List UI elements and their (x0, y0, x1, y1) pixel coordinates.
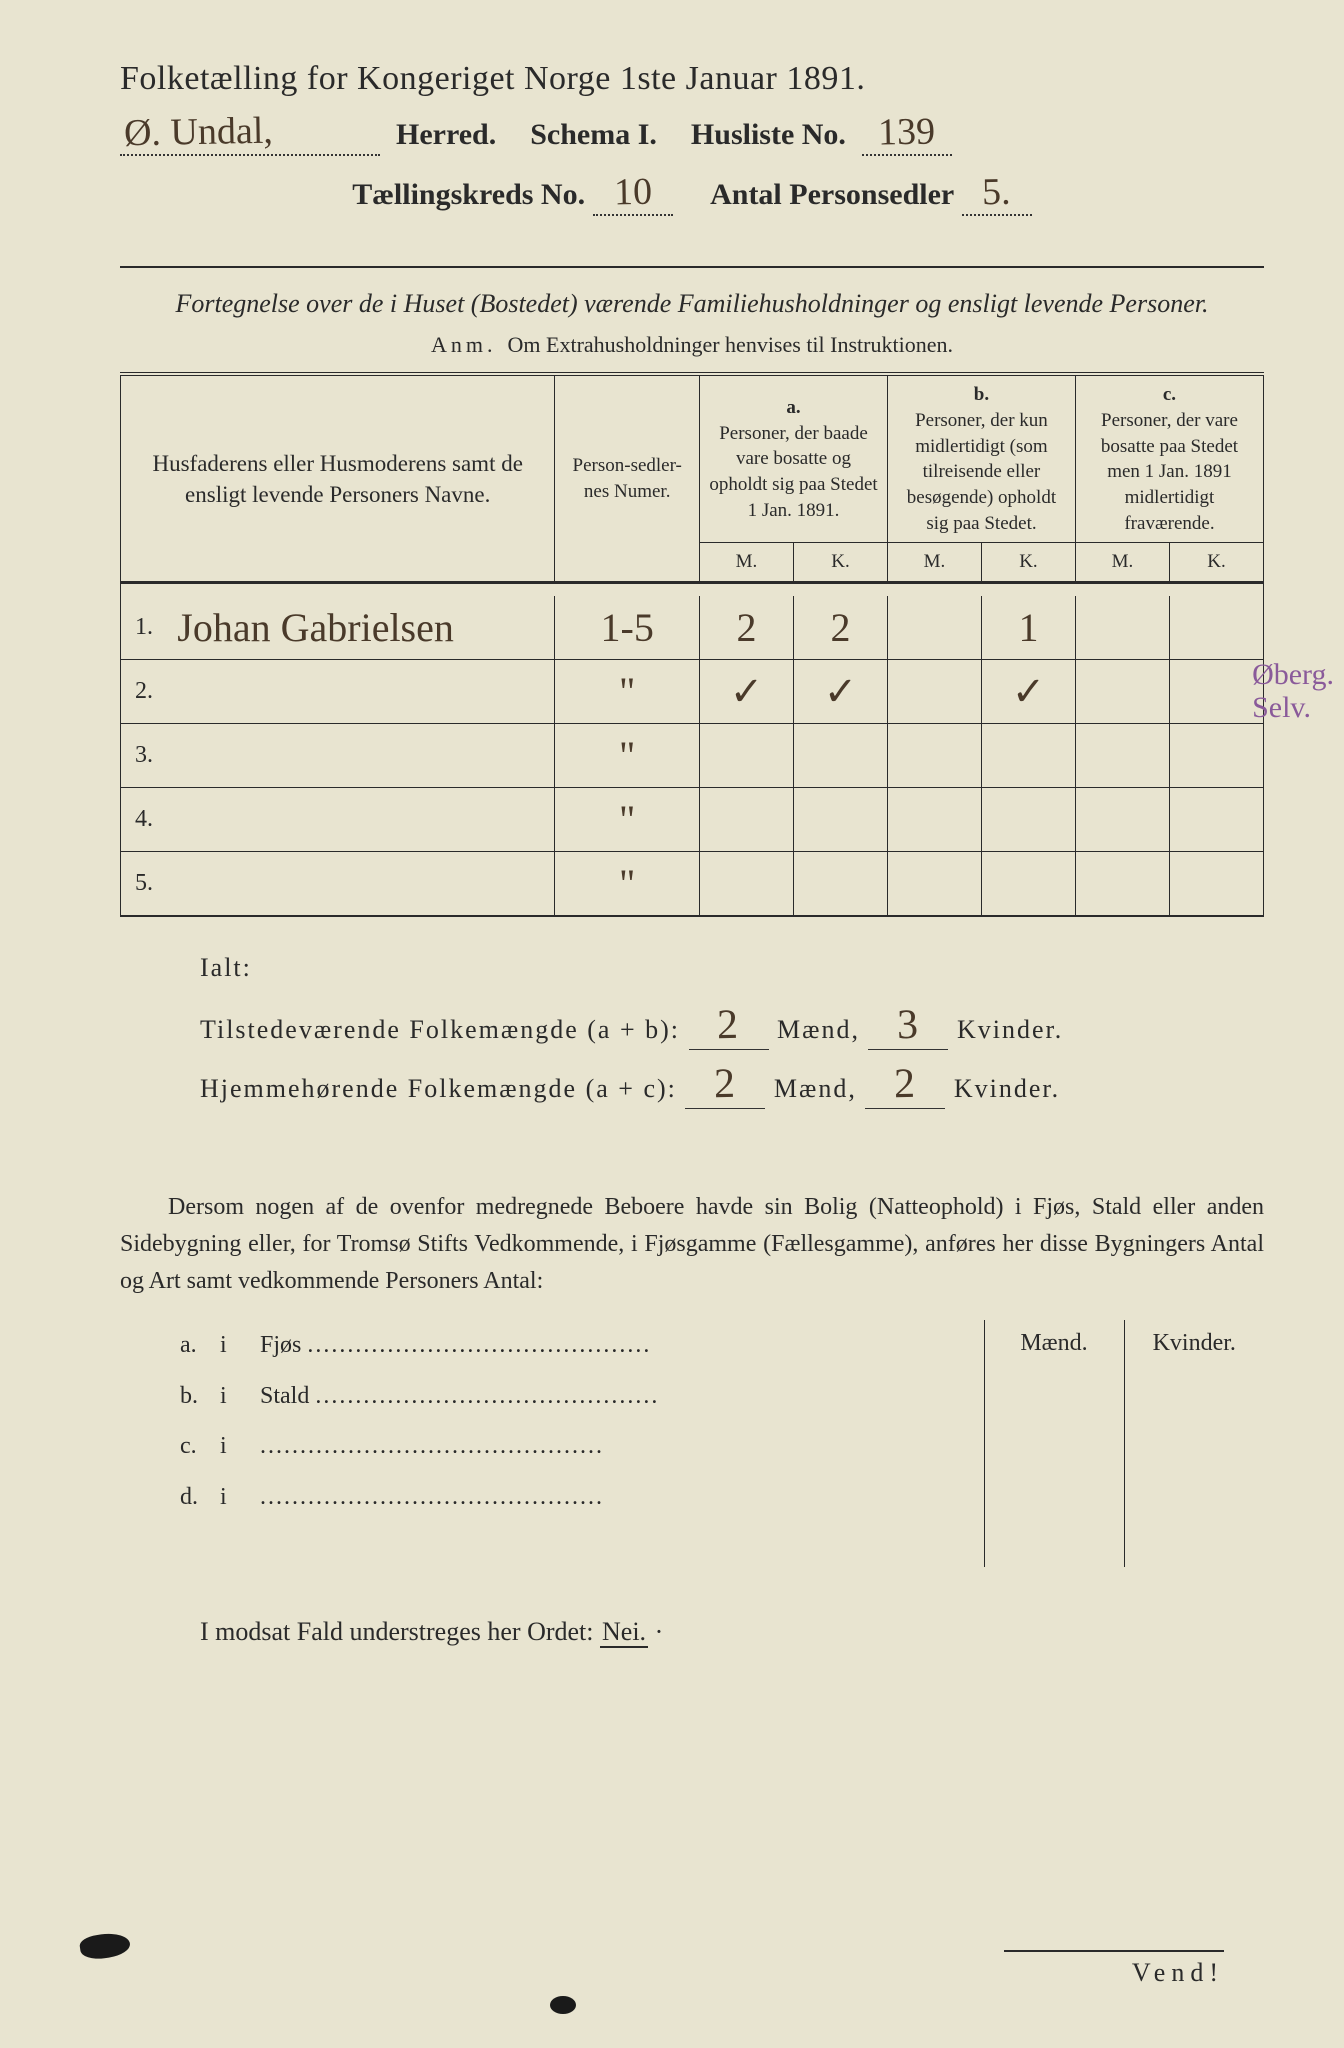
header-line-kreds: Tællingskreds No. 10 Antal Personsedler … (120, 170, 1264, 216)
ialt-label: Ialt: (200, 953, 1264, 983)
table-row: 2."✓✓✓ (121, 660, 1264, 724)
vend-label: Vend! (1004, 1950, 1224, 1988)
kreds-label: Tællingskreds No. (352, 178, 585, 211)
col-c-k: K. (1169, 543, 1263, 583)
nei-word: Nei. (600, 1617, 648, 1648)
present-men: 2 (717, 1001, 741, 1049)
sidebygning-row: d.i (180, 1472, 954, 1522)
table-row: 1.Johan Gabrielsen1-5221 (121, 596, 1264, 660)
form-subtitle: Fortegnelse over de i Huset (Bostedet) v… (120, 286, 1264, 322)
totals-row-present: Tilstedeværende Folkemængde (a + b): 2 M… (200, 1001, 1264, 1050)
antal-value: 5. (982, 170, 1011, 214)
col-a-k: K. (793, 543, 887, 583)
divider (120, 266, 1264, 268)
header-line-herred: Ø. Undal, Herred. Schema I. Husliste No.… (120, 110, 1264, 156)
col-b-m: M. (887, 543, 981, 583)
anm-label: Anm. (431, 332, 497, 357)
sidebygning-paragraph: Dersom nogen af de ovenfor medregnede Be… (120, 1189, 1264, 1301)
resident-men: 2 (713, 1060, 737, 1108)
col-header-num: Person-sedler-nes Numer. (555, 374, 700, 582)
table-row: 4." (121, 788, 1264, 852)
table-row: 3." (121, 724, 1264, 788)
margin-note-line2: Selv. (1252, 691, 1334, 724)
table-row: 5." (121, 852, 1264, 916)
sidebygning-row: a.iFjøs (180, 1320, 954, 1370)
col-a-m: M. (700, 543, 794, 583)
col-b-k: K. (981, 543, 1075, 583)
herred-value: Ø. Undal, (124, 109, 274, 156)
row-name: Johan Gabrielsen (177, 605, 454, 650)
census-form-page: Folketælling for Kongeriget Norge 1ste J… (120, 60, 1264, 2008)
anm-text: Om Extrahusholdninger henvises til Instr… (508, 332, 953, 357)
sidebygning-row: b.iStald (180, 1371, 954, 1421)
totals-row-resident: Hjemmehørende Folkemængde (a + c): 2 Mæn… (200, 1060, 1264, 1109)
household-table: Husfaderens eller Husmoderens samt de en… (120, 372, 1264, 916)
husliste-value: 139 (878, 110, 936, 155)
page-title: Folketælling for Kongeriget Norge 1ste J… (120, 60, 1264, 98)
sidebygning-row: c.i (180, 1421, 954, 1471)
col-c-m: M. (1075, 543, 1169, 583)
paper-tear (79, 1931, 132, 1962)
sidebygning-table: a.iFjøs b.iStald c.id.i Mænd. Kvinder. (120, 1320, 1264, 1567)
col-header-b: b. Personer, der kun midlertidigt (som t… (887, 374, 1075, 542)
antal-label: Antal Personsedler (710, 178, 954, 211)
col-header-name: Husfaderens eller Husmoderens samt de en… (121, 374, 555, 582)
schema-label: Schema I. (530, 118, 657, 152)
resident-women: 2 (893, 1060, 917, 1108)
totals-block: Ialt: Tilstedeværende Folkemængde (a + b… (120, 953, 1264, 1109)
col-header-c: c. Personer, der vare bosatte paa Stedet… (1075, 374, 1263, 542)
kreds-value: 10 (613, 170, 652, 215)
mk-header-m: Mænd. (984, 1320, 1124, 1367)
margin-note-line1: Øberg. (1252, 658, 1334, 691)
col-header-a: a. Personer, der baade vare bosatte og o… (700, 374, 888, 542)
mk-header-k: Kvinder. (1124, 1320, 1264, 1367)
margin-pencil-note: Øberg. Selv. (1252, 658, 1334, 724)
ink-blot (550, 1996, 576, 2014)
herred-label: Herred. (396, 118, 496, 152)
husliste-label: Husliste No. (691, 118, 846, 152)
anm-line: Anm. Om Extrahusholdninger henvises til … (120, 332, 1264, 358)
mk-subtable: Mænd. Kvinder. (984, 1320, 1265, 1567)
present-women: 3 (897, 1001, 921, 1049)
nei-line: I modsat Fald understreges her Ordet: Ne… (120, 1617, 1264, 1647)
